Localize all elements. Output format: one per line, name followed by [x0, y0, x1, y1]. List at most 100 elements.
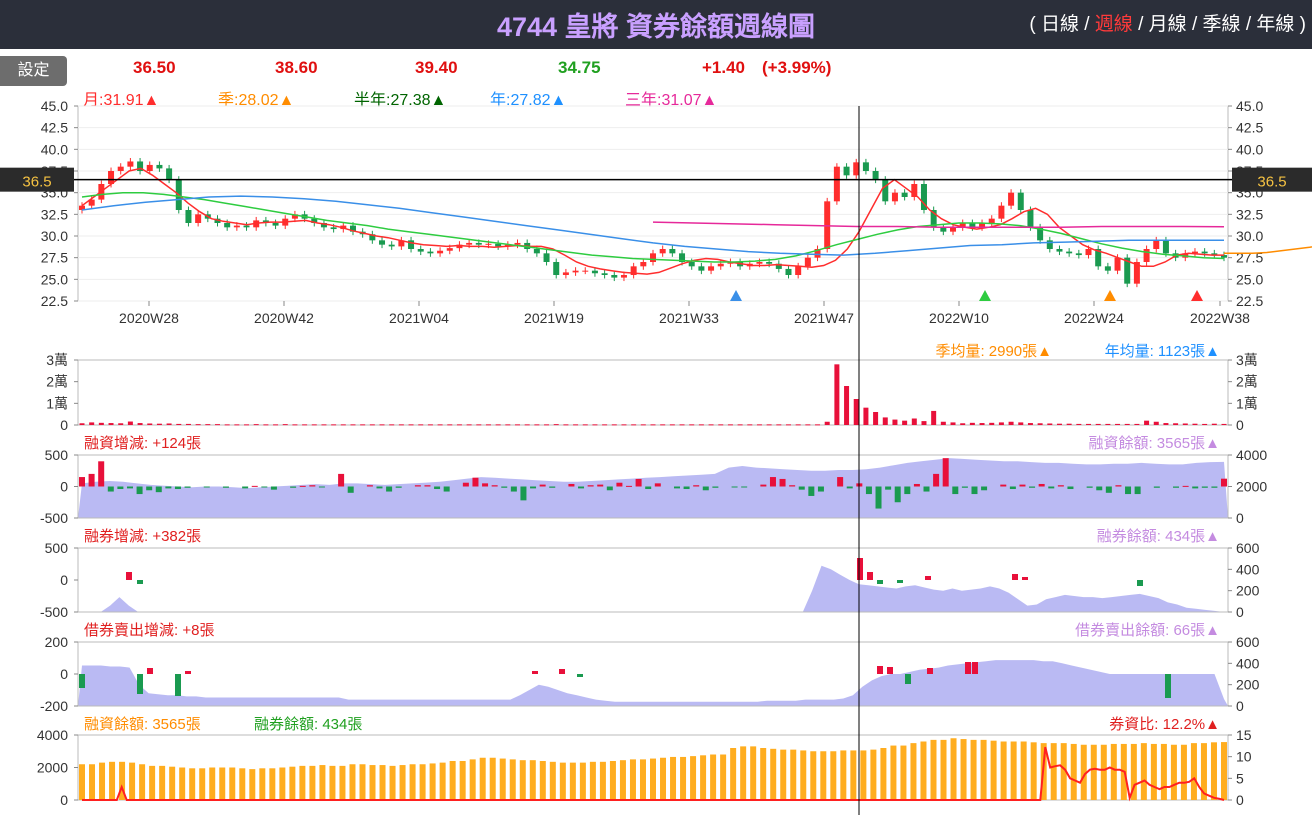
margin-balance-bar — [79, 764, 85, 800]
candle-body — [785, 268, 792, 275]
margin-change-bar — [1211, 486, 1218, 488]
margin-balance-bar — [559, 762, 566, 800]
margin-change-bar — [635, 478, 642, 487]
volume-bar — [331, 424, 337, 426]
margin-balance-bar — [1010, 741, 1017, 800]
margin-balance-bar — [569, 762, 576, 800]
volume-bar — [1008, 421, 1014, 425]
margin-change-bar — [1153, 486, 1160, 488]
volume-bar — [1018, 422, 1024, 425]
volume-bar — [824, 421, 830, 425]
volume-bar — [660, 424, 666, 426]
margin-balance-bar — [449, 761, 456, 800]
margin-change-bar — [1105, 486, 1112, 493]
price-ytick-label: 27.5 — [1236, 250, 1263, 266]
candle-body — [475, 242, 482, 245]
margin-change-bar — [1009, 486, 1016, 490]
margin-balance-bar — [1030, 742, 1037, 800]
margin-ytick-left-label: 0 — [60, 479, 68, 495]
margin-change-bar — [894, 486, 901, 503]
candle-body — [572, 270, 579, 273]
volume-bar — [456, 424, 462, 426]
margin-balance-bar — [179, 767, 186, 800]
margin-change-bar — [817, 486, 824, 492]
margin-balance-bar — [960, 739, 967, 800]
volume-bar — [292, 424, 298, 426]
margin-balance-bar — [850, 750, 857, 800]
margin-ytick-right-label: 2000 — [1236, 479, 1267, 495]
candle-body — [814, 249, 821, 258]
margin-balance-bar — [1180, 744, 1187, 800]
volume-bar — [1047, 423, 1053, 425]
period-daily[interactable]: 日線 — [1040, 14, 1079, 35]
candle-body — [1085, 249, 1092, 256]
volume-bar — [989, 422, 995, 425]
margin-balance-bar — [169, 766, 176, 800]
volume-bar — [398, 424, 404, 426]
margin-balance-bar — [680, 756, 687, 800]
price-ytick-label: 25.0 — [1236, 271, 1263, 287]
volume-bar — [311, 424, 317, 426]
price-xtick-label: 2022W24 — [1064, 310, 1124, 326]
candle-body — [591, 270, 598, 274]
volume-bar — [1027, 423, 1033, 425]
volume-ytick-label: 1萬 — [46, 395, 68, 411]
sbl-change-bar — [927, 668, 933, 674]
volume-bar — [863, 407, 869, 425]
ratio-ytick-left-label: 0 — [60, 792, 68, 808]
margin-balance-bar — [900, 745, 907, 800]
volume-bar — [253, 424, 259, 426]
margin-ytick-right-label: 4000 — [1236, 447, 1267, 463]
volume-ytick-label: 2萬 — [1236, 374, 1258, 390]
margin-change-bar — [981, 486, 988, 491]
candle-body — [166, 168, 173, 180]
candle-body — [495, 243, 502, 247]
volume-bar — [1066, 423, 1072, 425]
margin-balance-bar — [499, 758, 506, 800]
margin-balance-bar — [339, 765, 346, 800]
margin-change-bar — [779, 478, 786, 487]
candle-body — [1201, 251, 1208, 254]
margin-balance-bar — [479, 757, 486, 800]
short-ytick-right-label: 200 — [1236, 583, 1260, 599]
margin-balance-bar — [619, 760, 626, 800]
margin-change-bar — [510, 486, 517, 492]
period-weekly[interactable]: 週線 — [1094, 14, 1133, 35]
candle-body — [398, 240, 405, 247]
volume-bar — [1221, 423, 1227, 425]
margin-change-bar — [1019, 484, 1026, 487]
candle-body — [950, 227, 957, 232]
margin-balance-bar — [740, 746, 747, 800]
candle-body — [1221, 255, 1227, 258]
ohlc-change: +1.40 — [702, 58, 746, 77]
candle-body — [137, 161, 144, 171]
candle-body — [882, 179, 889, 202]
price-xtick-label: 2021W33 — [659, 310, 719, 326]
candle-body — [291, 214, 298, 219]
settings-button[interactable]: 設定 — [0, 56, 67, 86]
price-xtick-label: 2021W19 — [524, 310, 584, 326]
candle-body — [698, 266, 705, 271]
volume-bar — [940, 421, 946, 425]
margin-change-bar — [693, 485, 700, 487]
margin-balance-bar — [1221, 742, 1227, 800]
volume-bar — [340, 424, 346, 426]
period-monthly[interactable]: 月線 — [1148, 14, 1187, 35]
margin-change-bar — [117, 486, 124, 490]
sbl-change-bar — [577, 674, 583, 677]
sbl-change-bar — [532, 671, 538, 674]
sbl-change-bar — [147, 668, 153, 674]
margin-change-bar — [1086, 486, 1093, 488]
margin-balance-bar — [599, 761, 606, 800]
candle-body — [582, 270, 589, 272]
price-xtick-label: 2020W28 — [119, 310, 179, 326]
candle-body — [630, 266, 637, 275]
candle-body — [988, 218, 995, 223]
period-quarterly[interactable]: 季線 — [1202, 14, 1241, 35]
volume-bar — [1124, 423, 1130, 425]
volume-bar — [689, 424, 695, 426]
volume-bar — [718, 424, 724, 426]
margin-change-bar — [952, 486, 959, 495]
period-yearly[interactable]: 年線 — [1256, 14, 1295, 35]
margin-balance-bar — [790, 749, 797, 800]
